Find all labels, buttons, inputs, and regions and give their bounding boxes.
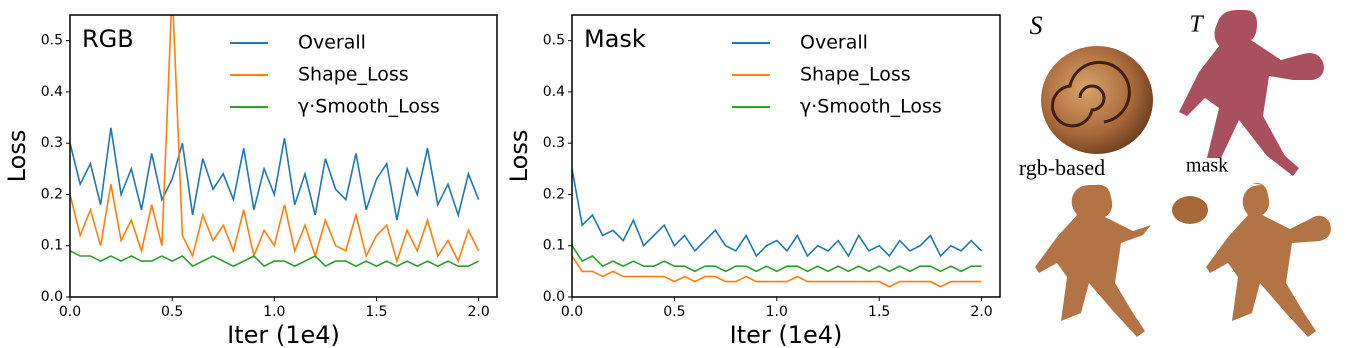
data-line [70,250,479,268]
legend-label: Overall [298,32,366,54]
x-tick-label: 2.0 [467,304,489,320]
y-tick-label: 0.0 [41,289,63,305]
legend-label: Shape_Loss [800,64,911,86]
y-tick-label: 0.4 [41,84,63,100]
data-line [572,168,983,258]
rgb-ball [1172,196,1208,224]
shell-spiral [1050,60,1131,128]
x-axis-label: Iter (1e4) [730,321,843,348]
data-line [572,245,982,273]
data-line [70,15,480,264]
legend-label: γ·Smooth_Loss [298,96,440,118]
y-tick-label: 0.5 [41,33,63,49]
rgb-result [1035,184,1151,337]
x-tick-label: 1.5 [365,304,387,320]
y-tick-label: 0.1 [543,238,565,254]
source-label: S [1030,11,1043,40]
plot-title: Mask [584,25,646,53]
data-line [572,255,982,288]
plot-frame [69,14,498,298]
images: S T rgb-based mask [1019,10,1331,337]
legend-label: Overall [800,32,868,54]
y-axis-label: Loss [505,130,533,183]
x-tick-label: 2.0 [970,304,992,320]
legend-label: Shape_Loss [298,64,409,86]
target-silhouette [1179,10,1324,176]
mask-label: mask [1186,155,1228,177]
plot-lines [70,15,480,268]
y-tick-label: 0.2 [543,186,565,202]
y-axis-label: Loss [3,130,31,183]
y-tick-label: 0.2 [41,186,63,202]
mask-result [1206,182,1331,337]
x-axis-label: Iter (1e4) [227,321,340,348]
y-tick-label: 0.4 [543,84,565,100]
legend-label: γ·Smooth_Loss [800,96,942,118]
y-tick-label: 0.5 [543,33,565,49]
plot-title: RGB [82,25,134,53]
data-line [70,127,480,221]
x-tick-label: 0.5 [663,304,685,320]
plot-lines [572,168,983,288]
target-label: T [1189,12,1204,38]
x-tick-label: 1.0 [766,304,788,320]
x-tick-label: 1.5 [868,304,890,320]
y-tick-label: 0.1 [41,238,63,254]
x-tick-label: 0.0 [561,304,583,320]
y-tick-label: 0.3 [41,135,63,151]
x-tick-label: 1.0 [263,304,285,320]
x-tick-label: 0.0 [59,304,81,320]
x-tick-label: 0.5 [161,304,183,320]
plot-frame [571,14,1001,298]
rgb-label: rgb-based [1019,155,1105,180]
y-tick-label: 0.0 [543,289,565,305]
y-tick-label: 0.3 [543,135,565,151]
